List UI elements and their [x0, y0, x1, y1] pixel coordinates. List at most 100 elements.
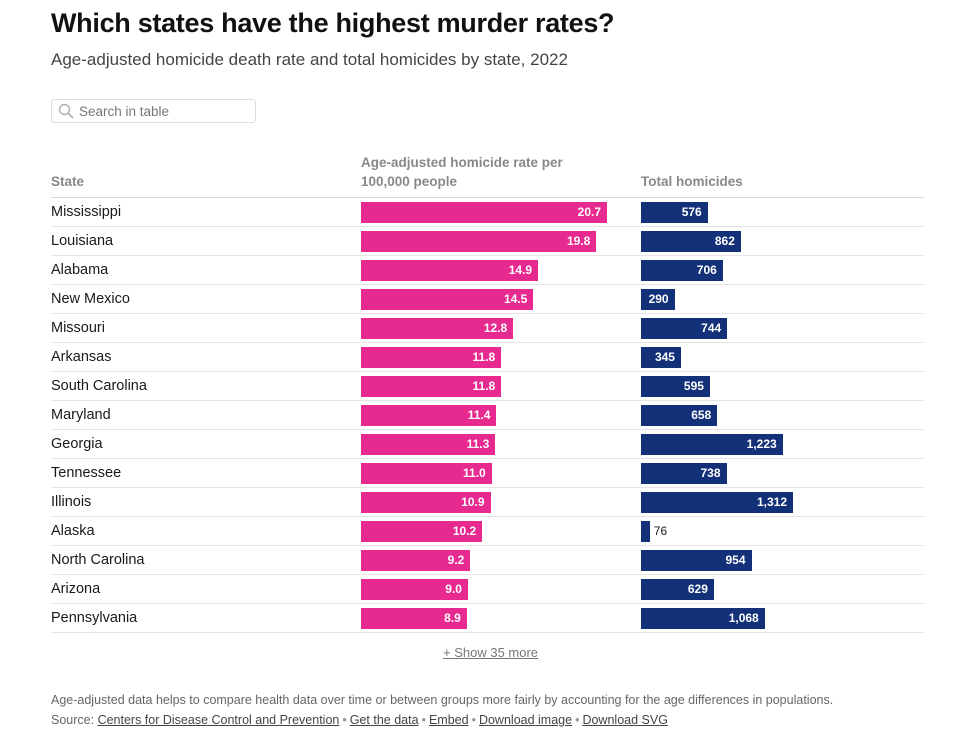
total-label: 595: [683, 379, 704, 393]
rate-label: 9.0: [445, 582, 462, 596]
total-label: 738: [700, 466, 721, 480]
total-bar: [641, 608, 765, 629]
total-bar: [641, 289, 675, 310]
table-row: Mississippi 20.7 576: [51, 198, 924, 227]
table-row: Georgia 11.3 1,223: [51, 430, 924, 459]
download-svg-link[interactable]: Download SVG: [582, 713, 668, 727]
total-bar: [641, 550, 752, 571]
state-name: Pennsylvania: [51, 610, 138, 626]
total-bar: [641, 231, 741, 252]
total-label: 1,312: [756, 495, 787, 509]
table-row: Arkansas 11.8 345: [51, 343, 924, 372]
rate-bar: [361, 463, 492, 484]
state-name: New Mexico: [51, 291, 130, 307]
rate-bar: [361, 202, 607, 223]
total-label: 862: [714, 234, 735, 248]
header-divider: [51, 197, 924, 198]
total-label: 658: [691, 408, 712, 422]
total-bar: [641, 318, 728, 339]
state-name: Alabama: [51, 262, 109, 278]
search-input[interactable]: [74, 103, 249, 119]
rate-bar: [361, 608, 467, 629]
table-row: New Mexico 14.5 290: [51, 285, 924, 314]
state-name: Alaska: [51, 523, 95, 539]
rate-bar: [361, 434, 496, 455]
page-title: Which states have the highest murder rat…: [51, 8, 615, 38]
state-name: Arkansas: [51, 349, 112, 365]
rate-label: 10.2: [452, 524, 477, 538]
state-name: Illinois: [51, 494, 92, 510]
rate-label: 12.8: [483, 321, 508, 335]
total-label: 954: [725, 553, 746, 567]
table-row: Illinois 10.9 1,312: [51, 488, 924, 517]
rate-label: 20.7: [577, 205, 601, 219]
rate-label: 9.2: [447, 553, 465, 567]
rate-label: 14.9: [508, 263, 533, 277]
state-name: Georgia: [51, 436, 103, 452]
total-label: 290: [648, 292, 669, 306]
page-subtitle: Age-adjusted homicide death rate and tot…: [51, 50, 568, 69]
state-name: North Carolina: [51, 552, 145, 568]
footnote: Age-adjusted data helps to compare healt…: [51, 693, 834, 707]
rate-bar: [361, 579, 468, 600]
rate-label: 11.0: [463, 466, 486, 480]
embed-link[interactable]: Embed: [428, 713, 469, 727]
rate-bar: [361, 231, 597, 252]
column-header-state[interactable]: State: [51, 174, 85, 189]
rate-label: 11.4: [467, 408, 491, 422]
separator: •: [342, 713, 347, 727]
separator: •: [471, 713, 476, 727]
state-name: Maryland: [51, 407, 111, 423]
table-row: Alaska 10.2 76: [51, 517, 924, 546]
total-label: 1,223: [746, 437, 777, 451]
rate-label: 11.3: [466, 437, 490, 451]
total-bar: [641, 260, 723, 281]
state-name: Mississippi: [51, 204, 122, 220]
state-name: Louisiana: [51, 233, 114, 249]
separator: •: [575, 713, 580, 727]
search-icon: [58, 103, 74, 119]
total-label: 744: [701, 321, 722, 335]
download-image-link[interactable]: Download image: [478, 713, 573, 727]
rate-label: 11.8: [472, 350, 496, 364]
total-bar: [641, 492, 793, 513]
rate-bar: [361, 376, 502, 397]
total-label: 345: [654, 350, 675, 364]
total-bar: [641, 579, 714, 600]
search-box[interactable]: [51, 99, 256, 123]
column-header-total[interactable]: Total homicides: [641, 174, 743, 189]
total-bar: [641, 202, 708, 223]
rate-label: 11.8: [472, 379, 496, 393]
table-row: Alabama 14.9 706: [51, 256, 924, 285]
rate-bar: [361, 260, 539, 281]
table-row: Maryland 11.4 658: [51, 401, 924, 430]
table-row: Tennessee 11.0 738: [51, 459, 924, 488]
rate-bar: [361, 289, 534, 310]
total-bar: [641, 376, 710, 397]
source-prefix: Source:: [51, 713, 98, 727]
total-bar: [641, 463, 727, 484]
show-more-button[interactable]: + Show 35 more: [443, 645, 539, 660]
rate-bar: [361, 492, 491, 513]
rate-label: 10.9: [461, 495, 485, 509]
total-bar: [641, 434, 783, 455]
total-label: 576: [681, 205, 702, 219]
total-bar: [641, 347, 681, 368]
column-header-rate[interactable]: Age-adjusted homicide rate per 100,000 p…: [361, 155, 563, 189]
table-row: Louisiana 19.8 862: [51, 227, 924, 256]
source-line: Source: Centers for Disease Control and …: [51, 713, 668, 727]
rate-bar: [361, 550, 471, 571]
rate-bar: [361, 318, 514, 339]
table-row: Arizona 9.0 629: [51, 575, 924, 604]
rate-bar: [361, 405, 497, 426]
table-row: Missouri 12.8 744: [51, 314, 924, 343]
state-name: Arizona: [51, 581, 101, 597]
state-name: South Carolina: [51, 378, 147, 394]
state-name: Missouri: [51, 320, 105, 336]
get-data-link[interactable]: Get the data: [349, 713, 419, 727]
table-row: Pennsylvania 8.9 1,068: [51, 604, 924, 633]
total-bar: [641, 405, 718, 426]
source-link[interactable]: Centers for Disease Control and Preventi…: [97, 713, 340, 727]
total-bar: [641, 521, 650, 542]
total-label: 629: [687, 582, 708, 596]
